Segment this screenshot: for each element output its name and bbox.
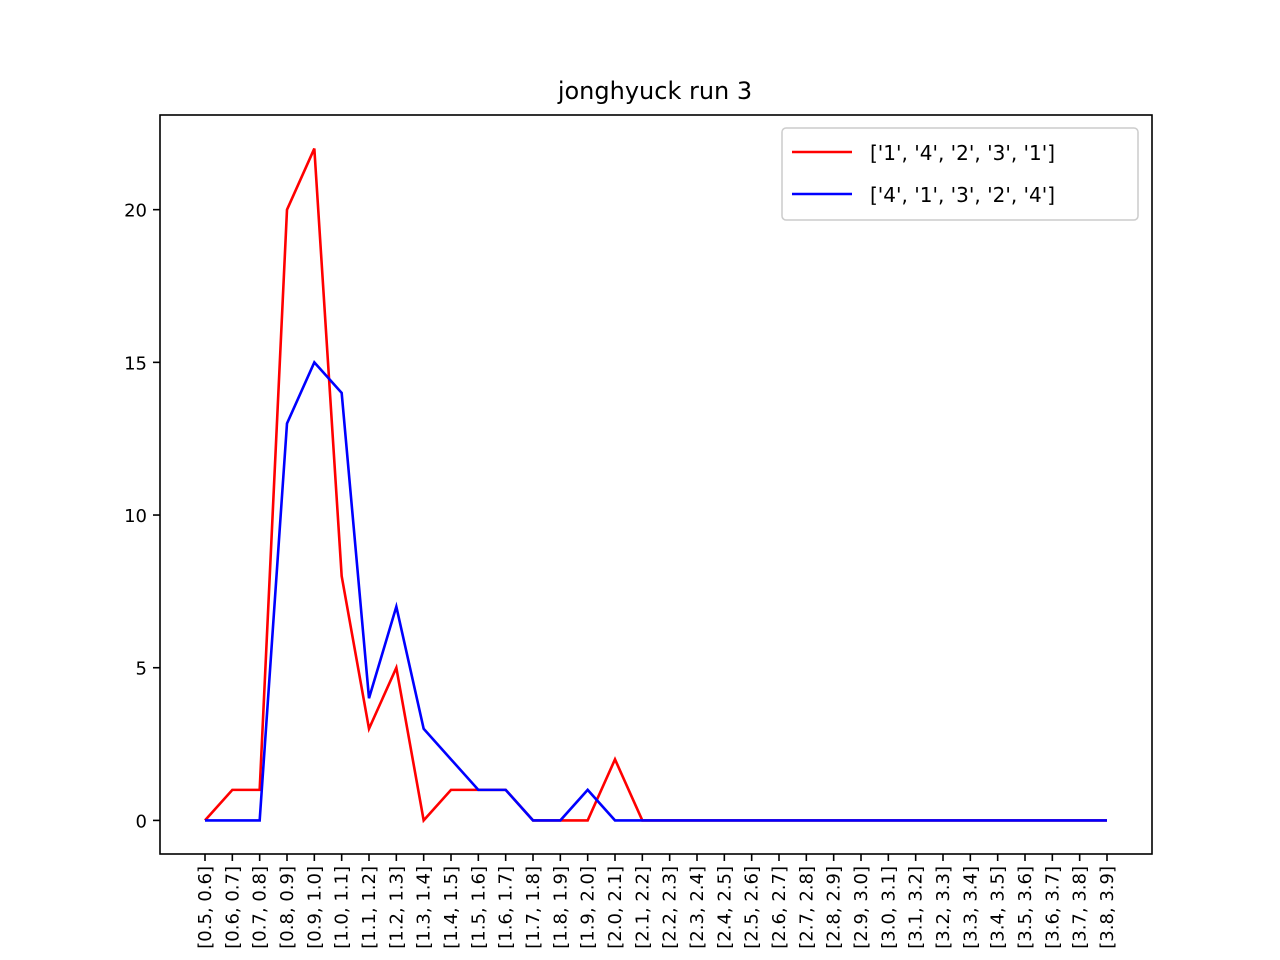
- x-tick-label: [3.6, 3.7]: [1042, 866, 1063, 949]
- y-tick-label: 5: [136, 659, 147, 680]
- legend: ['1', '4', '2', '3', '1'] ['4', '1', '3',…: [781, 127, 1139, 221]
- x-tick-label: [2.5, 2.6]: [742, 866, 763, 949]
- y-axis: 0 5 10 15 20: [124, 201, 160, 832]
- y-tick-label: 15: [124, 353, 147, 374]
- x-tick-label: [2.2, 2.3]: [660, 866, 681, 949]
- x-tick-label: [2.9, 3.0]: [851, 866, 872, 949]
- y-tick-label: 20: [124, 201, 147, 222]
- x-tick-label: [1.8, 1.9]: [550, 866, 571, 949]
- x-tick-label: [0.5, 0.6]: [195, 866, 216, 949]
- series-lines: [204, 148, 1107, 824]
- x-tick-label: [1.1, 1.2]: [359, 866, 380, 949]
- x-tick-label: [3.2, 3.3]: [933, 866, 954, 949]
- x-tick-label: [3.8, 3.9]: [1097, 866, 1118, 949]
- legend-box: [781, 127, 1139, 221]
- x-tick-label: [3.5, 3.6]: [1015, 866, 1036, 949]
- x-tick-label: [3.7, 3.8]: [1070, 866, 1091, 949]
- x-axis: [0.5, 0.6] [0.6, 0.7] [0.7, 0.8] [0.8, 0.9]…: [195, 854, 1118, 949]
- y-tick-label: 0: [136, 811, 147, 832]
- legend-label-0: ['1', '4', '2', '3', '1']: [870, 141, 1055, 165]
- y-tick-label: 10: [124, 506, 147, 527]
- plot-area: [159, 114, 1153, 855]
- x-tick-label: [1.2, 1.3]: [386, 866, 407, 949]
- series-line-1: [205, 359, 1107, 822]
- x-tick-label: [1.4, 1.5]: [441, 866, 462, 949]
- x-tick-label: [2.0, 2.1]: [605, 866, 626, 949]
- x-tick-label: [2.6, 2.7]: [769, 866, 790, 949]
- series-line-0: [204, 148, 1107, 824]
- x-tick-label: [1.6, 1.7]: [496, 866, 517, 949]
- x-tick-label: [1.7, 1.8]: [523, 866, 544, 949]
- x-tick-label: [1.3, 1.4]: [414, 866, 435, 949]
- x-tick-label: [3.0, 3.1]: [878, 866, 899, 949]
- x-tick-label: [0.6, 0.7]: [222, 866, 243, 949]
- x-tick-label: [2.3, 2.4]: [687, 866, 708, 949]
- x-tick-label: [2.8, 2.9]: [824, 866, 845, 949]
- x-tick-label: [0.7, 0.8]: [250, 866, 271, 949]
- chart-title: jonghyuck run 3: [557, 77, 752, 105]
- x-tick-label: [3.1, 3.2]: [906, 866, 927, 949]
- x-tick-label: [1.5, 1.6]: [468, 866, 489, 949]
- x-tick-label: [2.1, 2.2]: [632, 866, 653, 949]
- x-tick-label: [0.8, 0.9]: [277, 866, 298, 949]
- x-tick-label: [3.3, 3.4]: [960, 866, 981, 949]
- x-tick-label: [3.4, 3.5]: [988, 866, 1009, 949]
- x-tick-label: [2.4, 2.5]: [714, 866, 735, 949]
- x-tick-label: [1.9, 2.0]: [578, 866, 599, 949]
- x-tick-label: [1.0, 1.1]: [332, 866, 353, 949]
- x-tick-label: [0.9, 1.0]: [304, 866, 325, 949]
- x-tick-label: [2.7, 2.8]: [796, 866, 817, 949]
- legend-label-1: ['4', '1', '3', '2', '4']: [870, 183, 1055, 207]
